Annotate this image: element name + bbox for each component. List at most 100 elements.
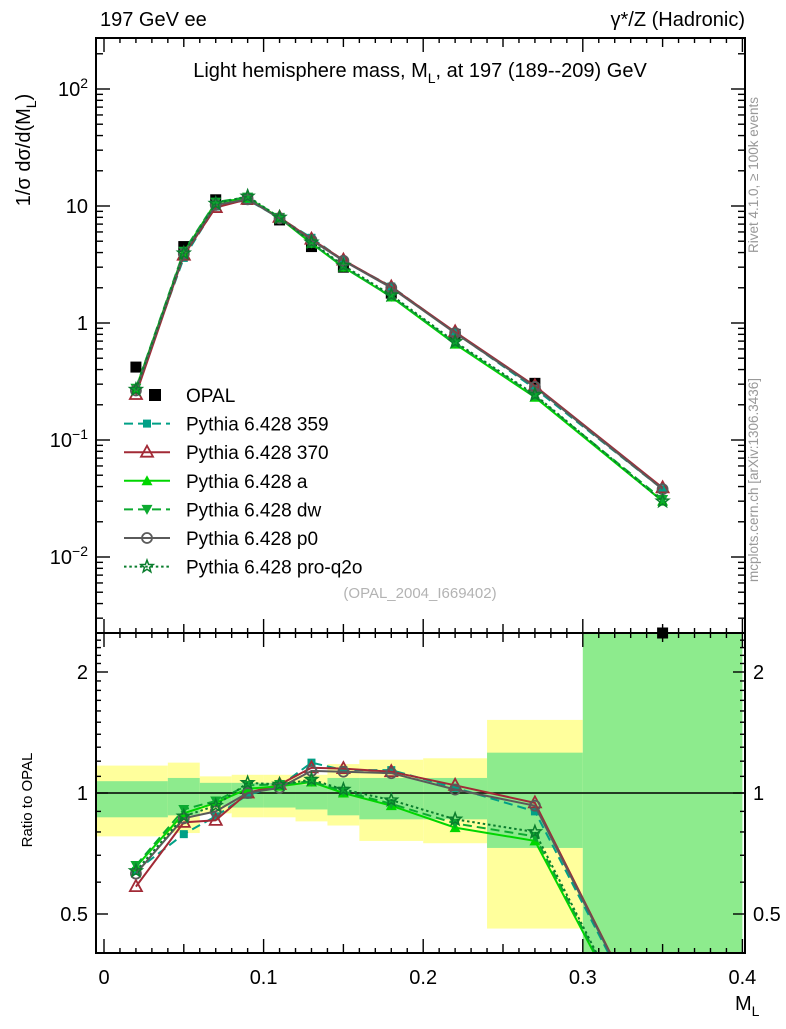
- panel-title: Light hemisphere mass, ML, at 197 (189--…: [193, 60, 647, 86]
- ratio-marker-py359: [387, 766, 396, 775]
- legend-label: Pythia 6.428 a: [186, 472, 308, 493]
- legend-label: Pythia 6.428 pro-q2o: [186, 558, 362, 579]
- header-left: 197 GeV ee: [100, 9, 207, 31]
- ratio-marker-pyq2o: [303, 770, 320, 787]
- ratio-marker-pyq2o: [175, 807, 193, 824]
- legend-label: Pythia 6.428 p0: [186, 529, 318, 550]
- ratio-marker-pyp0: [273, 781, 286, 794]
- legend-marker-opal: [149, 389, 161, 401]
- series-marker-pyp0: [241, 193, 254, 206]
- ratio-line-pyp0: [135, 769, 611, 953]
- series-marker-pydw: [529, 391, 541, 402]
- main-y-tick-label: 1: [77, 313, 88, 335]
- ratio-marker-pyq2o: [271, 775, 288, 792]
- legend-marker-pydw: [141, 504, 153, 515]
- ratio-marker-py359: [451, 783, 460, 792]
- legend-label: OPAL: [186, 386, 235, 407]
- opal-clipped-point: [657, 627, 669, 639]
- series-marker-pyp0: [337, 254, 350, 267]
- legend-label: Pythia 6.428 359: [186, 415, 329, 436]
- main-y-tick-label: 10: [66, 196, 88, 218]
- series-marker-pyq2o: [127, 380, 145, 397]
- ratio-marker-pyp0: [177, 812, 190, 825]
- series-marker-pyq2o: [175, 244, 193, 261]
- ratio-y-tick-label: 2: [77, 662, 88, 684]
- band-green: [96, 781, 168, 818]
- ratio-panel-series: [96, 758, 745, 953]
- legend-marker-py370: [139, 443, 155, 458]
- ratio-line-pydw: [135, 780, 597, 953]
- side-note-mcplots: mcplots.cern.ch [arXiv:1306.3436]: [746, 378, 761, 582]
- series-marker-pydw: [657, 495, 669, 506]
- panel-frames-and-ticks: [95, 37, 746, 954]
- x-axis-label: ML: [735, 993, 760, 1019]
- legend-marker-pyq2o: [138, 557, 156, 574]
- main-panel-series: [127, 187, 671, 509]
- ratio-marker-pyp0: [337, 765, 350, 778]
- legend-marker-py359: [143, 419, 151, 428]
- series-marker-pydw: [449, 338, 461, 349]
- ratio-marker-pyp0: [449, 783, 462, 796]
- series-marker-pyq2o: [303, 233, 320, 250]
- ratio-y-tick-label: 1: [77, 783, 88, 805]
- series-marker-pyp0: [449, 327, 462, 339]
- ratio-marker-py370: [128, 878, 144, 892]
- x-tick-label: 0: [98, 967, 109, 989]
- ratio-marker-py359: [179, 830, 188, 839]
- ratio-line-py370: [135, 766, 612, 953]
- ratio-marker-py370: [383, 763, 399, 778]
- ratio-y-tick-label-right: 1: [753, 783, 764, 805]
- series-marker-pyp0: [209, 199, 222, 211]
- main-y-tick-label: 102: [58, 75, 88, 101]
- ratio-marker-pyq2o: [239, 774, 256, 790]
- header-right: γ*/Z (Hadronic): [611, 9, 745, 31]
- clipped-data-point: [657, 627, 669, 639]
- ratio-marker-pyp0: [385, 767, 398, 780]
- ratio-y-tick-label-right: 0.5: [753, 904, 781, 926]
- series-marker-pyq2o: [207, 194, 224, 211]
- ratio-marker-pyq2o: [335, 780, 352, 797]
- legend-label: Pythia 6.428 dw: [186, 500, 321, 521]
- series-marker-pydw: [385, 291, 397, 302]
- ratio-marker-py370: [208, 811, 224, 826]
- legend-item-pyq2o: Pythia 6.428 pro-q2o: [124, 558, 362, 579]
- side-note-rivet: Rivet 4.1.0, ≥ 100k events: [746, 97, 761, 253]
- ratio-marker-pyq2o: [127, 862, 145, 878]
- main-y-tick-label: 10−2: [50, 543, 88, 569]
- series-marker-pyp0: [529, 381, 541, 393]
- ratio-marker-pydw: [210, 796, 222, 807]
- generated-text-labels: 102 10 1 10−1 10−2 0 0.1 0.2 0.3 0.4 2 2 1 1 0.5 0.5 Lig…: [13, 60, 781, 1019]
- series-line-pyp0: [134, 198, 664, 490]
- series-marker-pyq2o: [335, 256, 352, 273]
- legend-item-pydw: Pythia 6.428 dw: [124, 500, 321, 521]
- legend-marker-pya: [141, 475, 153, 486]
- series-marker-pyq2o: [383, 286, 400, 303]
- legend: OPAL Pythia 6.428 359 Pythia 6.428 370 Pyth…: [124, 386, 362, 579]
- ratio-marker-pyp0: [305, 764, 318, 777]
- opal-data-point: [130, 361, 142, 373]
- ratio-marker-pyp0: [130, 867, 142, 880]
- ratio-y-tick-label: 0.5: [60, 904, 88, 926]
- legend-item-pyp0: Pythia 6.428 p0: [124, 529, 318, 550]
- series-marker-pyq2o: [526, 386, 544, 402]
- main-y-axis-label: 1/σ dσ/d(ML): [13, 94, 39, 207]
- x-tick-label: 0.4: [728, 967, 756, 989]
- opal-data-point: [529, 377, 541, 389]
- ratio-y-tick-label-right: 2: [753, 662, 764, 684]
- series-marker-pyp0: [130, 384, 142, 397]
- ratio-y-axis-label: Ratio to OPAL: [19, 753, 36, 848]
- ratio-marker-pyp0: [241, 787, 254, 799]
- ratio-marker-py359: [243, 790, 252, 799]
- legend-marker-pyp0: [141, 532, 153, 544]
- main-y-tick-label: 10−1: [50, 426, 88, 452]
- legend-item-py359: Pythia 6.428 359: [124, 415, 329, 436]
- x-tick-label: 0.1: [250, 967, 278, 989]
- legend-label: Pythia 6.428 370: [186, 443, 329, 464]
- ratio-marker-pyq2o: [383, 791, 400, 808]
- series-marker-pyp0: [273, 212, 286, 225]
- x-tick-label: 0.3: [569, 967, 597, 989]
- series-marker-pyp0: [385, 281, 398, 294]
- series-line-pyq2o: [134, 195, 664, 502]
